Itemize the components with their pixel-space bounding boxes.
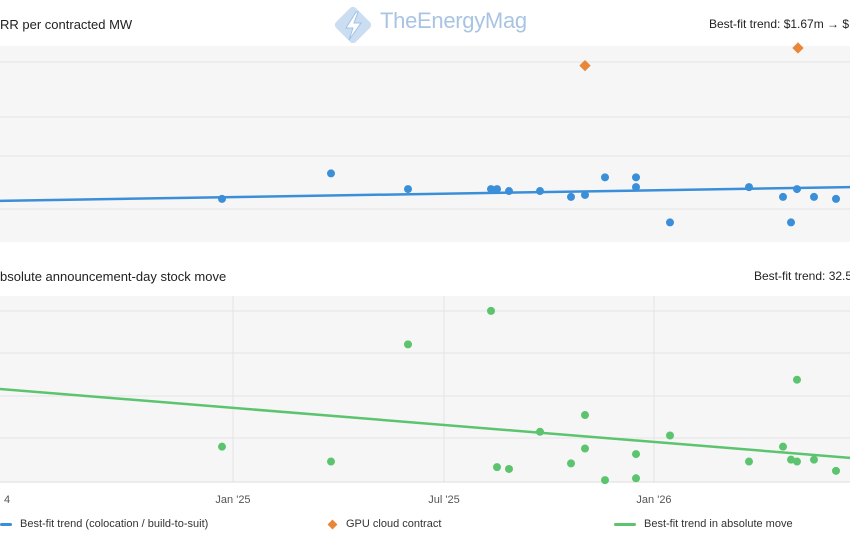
x-tick-label: Jan '25 — [215, 494, 250, 506]
gpu-cloud-point — [792, 42, 804, 54]
bottom-chart-trend-label: Best-fit trend: 32.5 — [754, 269, 850, 283]
data-point — [832, 466, 840, 475]
top-chart-trend-label: Best-fit trend: $1.67m → $1. — [709, 17, 850, 31]
data-point — [787, 218, 795, 227]
data-point — [832, 194, 840, 203]
data-point — [632, 173, 640, 182]
logo-wordmark: TheEnergyMag — [380, 8, 527, 33]
legend-item-gpu-cloud[interactable]: GPU cloud contract — [327, 518, 441, 530]
data-point — [493, 463, 501, 472]
legend-item-absolute-move-trend[interactable]: Best-fit trend in absolute move — [614, 518, 793, 530]
data-point — [218, 194, 226, 203]
legend-item-colocation-trend[interactable]: Best-fit trend (colocation / build-to-su… — [0, 518, 208, 530]
bottom-chart-title: bsolute announcement-day stock move — [0, 269, 227, 284]
x-tick-label: Jan '26 — [636, 494, 671, 506]
data-point — [632, 183, 640, 192]
x-tick-label: 4 — [4, 494, 10, 506]
data-point — [536, 427, 544, 436]
data-point — [601, 173, 609, 182]
data-point — [810, 455, 818, 464]
data-point — [327, 457, 335, 466]
data-point — [487, 185, 495, 194]
data-point — [793, 185, 801, 194]
data-point — [505, 464, 513, 473]
data-point — [493, 185, 501, 194]
data-point — [666, 218, 674, 227]
data-point — [581, 190, 589, 199]
data-point — [793, 375, 801, 384]
data-point — [218, 442, 226, 451]
top-chart-title: RR per contracted MW — [0, 17, 133, 32]
data-point — [632, 474, 640, 483]
logo — [332, 4, 532, 48]
data-point — [666, 431, 674, 440]
data-point — [745, 183, 753, 192]
legend-diamond-icon — [327, 519, 338, 530]
data-point — [581, 411, 589, 420]
data-point — [404, 185, 412, 194]
data-point — [404, 340, 412, 349]
data-point — [487, 306, 495, 315]
data-point — [505, 187, 513, 196]
data-point — [810, 192, 818, 201]
data-point — [536, 187, 544, 196]
data-point — [601, 476, 609, 485]
data-point — [567, 192, 575, 201]
plot-area — [0, 296, 850, 482]
data-point — [779, 192, 787, 201]
legend-line-icon — [0, 522, 12, 526]
data-point — [581, 444, 589, 453]
data-point — [793, 457, 801, 466]
lightning-logo-icon — [334, 6, 372, 44]
data-point — [787, 455, 795, 464]
trend-line — [0, 185, 850, 203]
data-point — [779, 442, 787, 451]
data-point — [327, 169, 335, 178]
x-tick-label: Jul '25 — [428, 494, 459, 506]
data-point — [632, 450, 640, 459]
data-point — [567, 459, 575, 468]
legend-line-icon — [614, 522, 636, 526]
trend-line — [0, 387, 850, 460]
plot-area — [0, 46, 850, 242]
data-point — [745, 457, 753, 466]
